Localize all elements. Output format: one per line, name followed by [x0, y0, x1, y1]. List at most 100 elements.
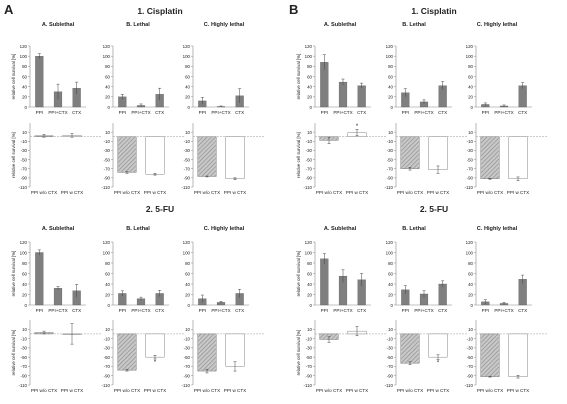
x-tick-label: PPI+CTX: [414, 308, 433, 313]
y-tick-label: 20: [307, 292, 312, 297]
y-tick-label: -90: [387, 374, 394, 379]
y-tick-label: -50: [467, 355, 474, 360]
y-tick-label: 0: [108, 105, 111, 110]
x-tick-label: PPI w CTX: [507, 190, 529, 195]
y-tick-label: -10: [387, 336, 394, 341]
y-tick-label: -10: [467, 139, 474, 144]
x-tick-label: PPI w/o CTX: [477, 388, 503, 393]
panel-label-a: A: [4, 2, 14, 17]
bar: [508, 136, 528, 179]
y-tick-label: 80: [307, 261, 312, 266]
y-tick-label: 40: [468, 84, 473, 89]
x-tick-label: PPI: [402, 110, 409, 115]
y-axis-label: relative cell survival [%]: [11, 132, 16, 178]
y-tick-label: 40: [22, 282, 27, 287]
y-tick-label: 20: [388, 292, 393, 297]
y-tick-label: 60: [22, 74, 27, 79]
y-tick-label: 20: [468, 292, 473, 297]
y-tick-label: -70: [184, 364, 191, 369]
x-tick-label: PPI+CTX: [494, 308, 513, 313]
y-tick-label: -30: [306, 346, 313, 351]
bar: [428, 136, 448, 170]
chart-title: C. Highly lethal: [477, 22, 518, 28]
y-tick-label: -30: [184, 346, 191, 351]
drug-title-a-1: 1. Cisplatin: [137, 6, 182, 16]
y-tick-label: 120: [103, 44, 111, 49]
y-tick-label: 10: [388, 327, 393, 332]
bar: [225, 136, 245, 179]
x-tick-label: PPI w CTX: [224, 388, 246, 393]
y-tick-label: 40: [105, 84, 110, 89]
x-tick-label: PPI+CTX: [333, 110, 352, 115]
x-tick-label: CTX: [357, 110, 366, 115]
y-tick-label: 10: [468, 327, 473, 332]
y-tick-label: -30: [21, 346, 28, 351]
panel-label-b: B: [289, 2, 298, 17]
bar: [400, 333, 420, 364]
y-tick-label: -50: [387, 157, 394, 162]
x-tick-label: CTX: [357, 308, 366, 313]
significance-mark: *: [437, 360, 440, 366]
y-tick-label: -70: [467, 364, 474, 369]
y-tick-label: 10: [468, 130, 473, 135]
bar: [480, 333, 500, 377]
y-tick-label: 80: [105, 261, 110, 266]
y-axis-label: relative cell survival [%]: [296, 330, 301, 376]
y-tick-label: -70: [387, 364, 394, 369]
y-tick-label: -70: [21, 364, 28, 369]
x-tick-label: PPI w/o CTX: [31, 388, 57, 393]
y-tick-label: 60: [307, 271, 312, 276]
y-tick-label: -30: [387, 346, 394, 351]
y-tick-label: -10: [184, 139, 191, 144]
y-tick-label: -30: [21, 148, 28, 153]
chart-b-fu-top-3: C. Highly lethal 0 20 40 60 80 100 120 PPI PPI+CT…: [466, 226, 532, 313]
y-tick-label: -30: [306, 148, 313, 153]
x-tick-label: CTX: [72, 308, 81, 313]
significance-mark: *: [356, 124, 359, 130]
y-tick-label: 80: [22, 64, 27, 69]
y-tick-label: 20: [22, 292, 27, 297]
x-tick-label: CTX: [235, 308, 244, 313]
y-tick-label: 120: [183, 44, 191, 49]
y-tick-label: 10: [307, 130, 312, 135]
y-tick-label: -10: [306, 336, 313, 341]
y-tick-label: 120: [20, 240, 28, 245]
y-tick-label: 20: [105, 95, 110, 100]
bar: [508, 333, 528, 377]
x-tick-label: PPI+CTX: [414, 110, 433, 115]
bar: [320, 258, 329, 306]
x-tick-label: PPI: [199, 308, 206, 313]
y-tick-label: 10: [185, 130, 190, 135]
bar: [53, 288, 63, 306]
y-tick-label: 100: [305, 54, 313, 59]
x-tick-label: PPI: [321, 110, 328, 115]
y-tick-label: 40: [388, 282, 393, 287]
y-axis-label: relative cell survival [%]: [296, 132, 301, 178]
y-axis-label: relative cell survival [%]: [296, 251, 301, 297]
y-tick-label: 0: [188, 105, 191, 110]
y-tick-label: -90: [467, 374, 474, 379]
y-tick-label: -30: [467, 148, 474, 153]
y-axis-label: relative cell survival [%]: [11, 251, 16, 297]
y-tick-label: -50: [387, 355, 394, 360]
x-tick-label: PPI: [199, 110, 206, 115]
chart-title: A. Sublethal: [324, 226, 357, 232]
y-tick-label: -70: [104, 167, 111, 172]
y-tick-label: -110: [465, 185, 474, 190]
y-tick-label: -50: [21, 355, 28, 360]
y-tick-label: 100: [20, 250, 28, 255]
x-tick-label: CTX: [72, 110, 81, 115]
y-tick-label: -90: [104, 374, 111, 379]
y-tick-label: -110: [385, 383, 394, 388]
x-tick-label: PPI w/o CTX: [477, 190, 503, 195]
chart-b-cis-bottom-1: 10 -10 -30 -50 -70 -90 -110 relative cell survi…: [296, 123, 387, 195]
x-tick-label: PPI+CTX: [48, 308, 67, 313]
chart-title: C. Highly lethal: [204, 22, 245, 28]
y-tick-label: 0: [108, 303, 111, 308]
y-tick-label: -90: [21, 176, 28, 181]
y-tick-label: 80: [185, 261, 190, 266]
y-axis-label: relative cell survival [%]: [11, 54, 16, 100]
y-tick-label: -50: [306, 355, 313, 360]
y-tick-label: -110: [304, 383, 313, 388]
